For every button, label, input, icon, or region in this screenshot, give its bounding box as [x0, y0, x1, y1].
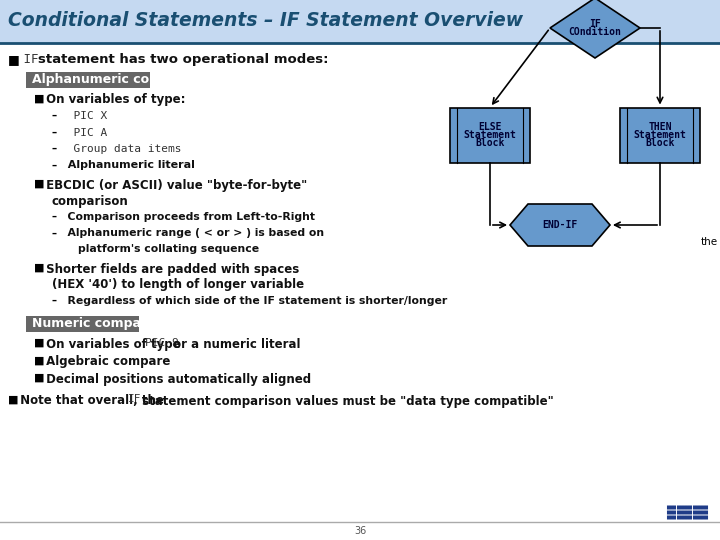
Text: ELSE: ELSE	[478, 122, 502, 132]
Text: ■: ■	[34, 355, 45, 366]
Text: PIC A: PIC A	[60, 127, 107, 138]
Text: Group data items: Group data items	[60, 144, 181, 154]
Text: (HEX '40') to length of longer variable: (HEX '40') to length of longer variable	[52, 278, 304, 291]
Text: –: –	[52, 295, 57, 306]
Bar	[0, 0, 720, 43]
Text: or a numeric literal: or a numeric literal	[169, 338, 300, 351]
Text: IF: IF	[589, 19, 601, 29]
Text: –: –	[52, 111, 57, 121]
Text: Block: Block	[475, 138, 505, 149]
Bar	[26, 316, 139, 332]
Text: –: –	[52, 127, 57, 138]
Text: Block: Block	[645, 138, 675, 149]
Text: Alphanumeric literal: Alphanumeric literal	[60, 160, 195, 171]
Text: Algebraic compare: Algebraic compare	[42, 355, 171, 368]
Text: PIC 9: PIC 9	[145, 338, 179, 348]
Text: Regardless of which side of the IF statement is shorter/longer: Regardless of which side of the IF state…	[60, 295, 447, 306]
Text: –: –	[52, 228, 57, 239]
Text: –: –	[52, 160, 57, 171]
Text: Statement: Statement	[464, 130, 516, 140]
Text: Decimal positions automatically aligned: Decimal positions automatically aligned	[42, 373, 311, 386]
Text: ■: ■	[34, 262, 45, 273]
Text: 36: 36	[354, 526, 366, 536]
Text: Shorter fields are padded with spaces: Shorter fields are padded with spaces	[42, 262, 300, 275]
Text: Note that overall, the: Note that overall, the	[16, 395, 168, 408]
Text: ■: ■	[34, 338, 45, 348]
Polygon shape	[510, 204, 610, 246]
Text: Alphanumeric compare:: Alphanumeric compare:	[32, 73, 199, 86]
Text: EBCDIC (or ASCII) value "byte-for-byte": EBCDIC (or ASCII) value "byte-for-byte"	[42, 179, 307, 192]
Text: comparison: comparison	[52, 194, 129, 207]
Text: On variables of type:: On variables of type:	[42, 93, 186, 106]
Text: ■: ■	[8, 53, 19, 66]
Text: the: the	[701, 237, 718, 247]
Text: THEN: THEN	[648, 122, 672, 132]
Bar	[26, 71, 150, 87]
Text: Conditional Statements – IF Statement Overview: Conditional Statements – IF Statement Ov…	[8, 11, 523, 30]
Text: ■: ■	[8, 395, 19, 404]
Text: On variables of type: On variables of type	[42, 338, 185, 351]
Text: IF: IF	[128, 395, 142, 404]
Text: –: –	[52, 212, 57, 222]
Bar	[450, 107, 530, 163]
Text: ■: ■	[34, 373, 45, 383]
Text: ■: ■	[34, 179, 45, 189]
Text: Numeric comparison:: Numeric comparison:	[32, 318, 181, 330]
Text: statement has two operational modes:: statement has two operational modes:	[37, 53, 328, 66]
Text: statement comparison values must be "data type compatible": statement comparison values must be "dat…	[138, 395, 554, 408]
Bar	[620, 107, 700, 163]
Text: PIC X: PIC X	[60, 111, 107, 121]
Text: COndition: COndition	[569, 27, 621, 37]
Polygon shape	[550, 0, 640, 58]
Text: ■: ■	[34, 93, 45, 104]
Text: Statement: Statement	[634, 130, 686, 140]
Text: Comparison proceeds from Left-to-Right: Comparison proceeds from Left-to-Right	[60, 212, 315, 222]
Text: END-IF: END-IF	[542, 220, 577, 230]
Text: Alphanumeric range ( < or > ) is based on: Alphanumeric range ( < or > ) is based o…	[60, 228, 324, 239]
Text: –: –	[52, 144, 57, 154]
Text: platform's collating sequence: platform's collating sequence	[78, 244, 259, 254]
Text: IF: IF	[16, 53, 46, 66]
